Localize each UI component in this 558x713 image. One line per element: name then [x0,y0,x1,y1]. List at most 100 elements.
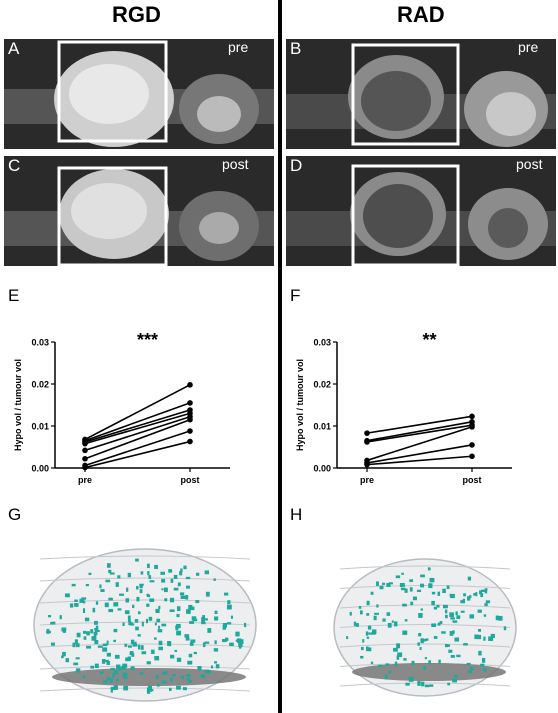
hypointense-voxel [136,585,139,590]
hypointense-voxel [376,604,379,608]
hypointense-voxel [478,629,482,632]
hypointense-voxel [463,593,466,597]
y-tick-label: 0.02 [313,380,331,390]
hypointense-voxel [188,653,193,658]
hypointense-voxel [185,594,189,600]
hypointense-voxel [420,608,423,611]
hypointense-voxel [468,670,472,674]
hypointense-voxel [109,678,113,683]
hypointense-voxel [480,593,484,598]
data-point-pre [82,464,88,471]
hypointense-voxel [206,670,211,674]
hypointense-voxel [161,680,167,684]
hypointense-voxel [456,615,461,619]
hypointense-voxel [213,578,216,581]
hypointense-voxel [482,657,486,663]
hypointense-voxel [135,626,139,631]
hypointense-voxel [169,609,175,613]
hypointense-voxel [408,676,414,682]
hypointense-voxel [108,609,114,613]
mri-panel-c: C post [4,156,274,266]
hypointense-voxel [141,621,144,627]
hypointense-voxel [371,629,377,635]
hypointense-voxel [82,675,86,679]
hypointense-voxel [456,654,461,658]
render-3d-h [333,558,517,697]
hypointense-voxel [428,583,433,589]
hypointense-voxel [498,615,503,621]
hypointense-voxel [176,685,181,690]
hypointense-voxel [454,637,460,642]
paired-line [366,424,473,443]
hypointense-voxel [113,628,118,633]
hypointense-voxel [117,575,121,579]
shell-contour [339,585,511,589]
y-tick-label: 0.00 [31,464,49,474]
hypointense-voxel [105,579,111,583]
paired-line [84,418,191,460]
hypointense-voxel [177,583,181,587]
hypointense-voxel [145,618,148,624]
hypointense-voxel [175,625,179,631]
hypointense-voxel [416,589,422,592]
hypointense-voxel [176,657,182,662]
mri-panel-d: D post [286,156,556,266]
mri-panel-a: A pre [4,39,274,149]
hypointense-voxel [201,622,206,625]
hypointense-voxel [137,611,141,615]
hypointense-voxel [169,687,172,691]
hypointense-voxel [127,645,132,648]
paired-line [84,440,191,469]
hypointense-voxel [396,643,401,649]
hypointense-voxel [396,655,400,660]
data-point-post [469,413,475,420]
hypointense-voxel [74,599,78,602]
hypointense-voxel [455,611,458,616]
data-point-pre [82,440,88,447]
significance-annotation: ** [422,330,436,350]
hypointense-voxel [355,623,359,627]
hypointense-voxel [113,685,118,690]
hypointense-voxel [51,642,55,646]
data-point-post [187,428,193,434]
hypointense-voxel [395,575,401,579]
y-tick-label: 0.02 [31,380,49,390]
hypointense-voxel [106,652,111,657]
hypointense-voxel [65,658,70,663]
hypointense-voxel [204,570,210,575]
hypointense-voxel [101,659,106,664]
paired-line [366,426,473,462]
hypointense-voxel [112,673,116,678]
hypointense-voxel [117,608,122,611]
hypointense-voxel [379,585,384,590]
hypointense-voxel [169,597,175,603]
hypointense-voxel [100,589,105,592]
y-tick-label: 0.00 [313,464,331,474]
chart-e: 0.00 0.01 0.02 0.03 pre post Hypo vol / tumour… [13,330,230,485]
hypointense-voxel [115,582,119,587]
data-point-post [187,382,193,388]
hypointense-voxel [393,647,398,652]
hypointense-voxel [74,603,79,607]
hypointense-voxel [230,615,234,619]
hypointense-voxel [429,684,434,687]
tag-pre-a: pre [228,39,249,55]
hypointense-voxel [130,666,135,670]
hypointense-voxel [436,604,440,608]
hypointense-voxel [474,634,479,640]
hypointense-voxel [358,606,362,609]
hypointense-voxel [188,604,193,610]
panel-letter-c: C [8,156,21,175]
hypointense-voxel [382,618,386,622]
hypointense-voxel [427,567,431,571]
hypointense-voxel [154,564,158,569]
panel-letter-h: H [290,505,303,524]
hypointense-voxel [104,602,109,608]
hypointense-voxel [180,568,183,573]
hypointense-voxel [187,660,193,665]
hypointense-voxel [146,593,149,597]
hypointense-voxel [126,587,129,592]
hypointense-voxel [477,609,482,613]
hypointense-voxel [442,604,448,609]
hypointense-voxel [226,604,232,610]
